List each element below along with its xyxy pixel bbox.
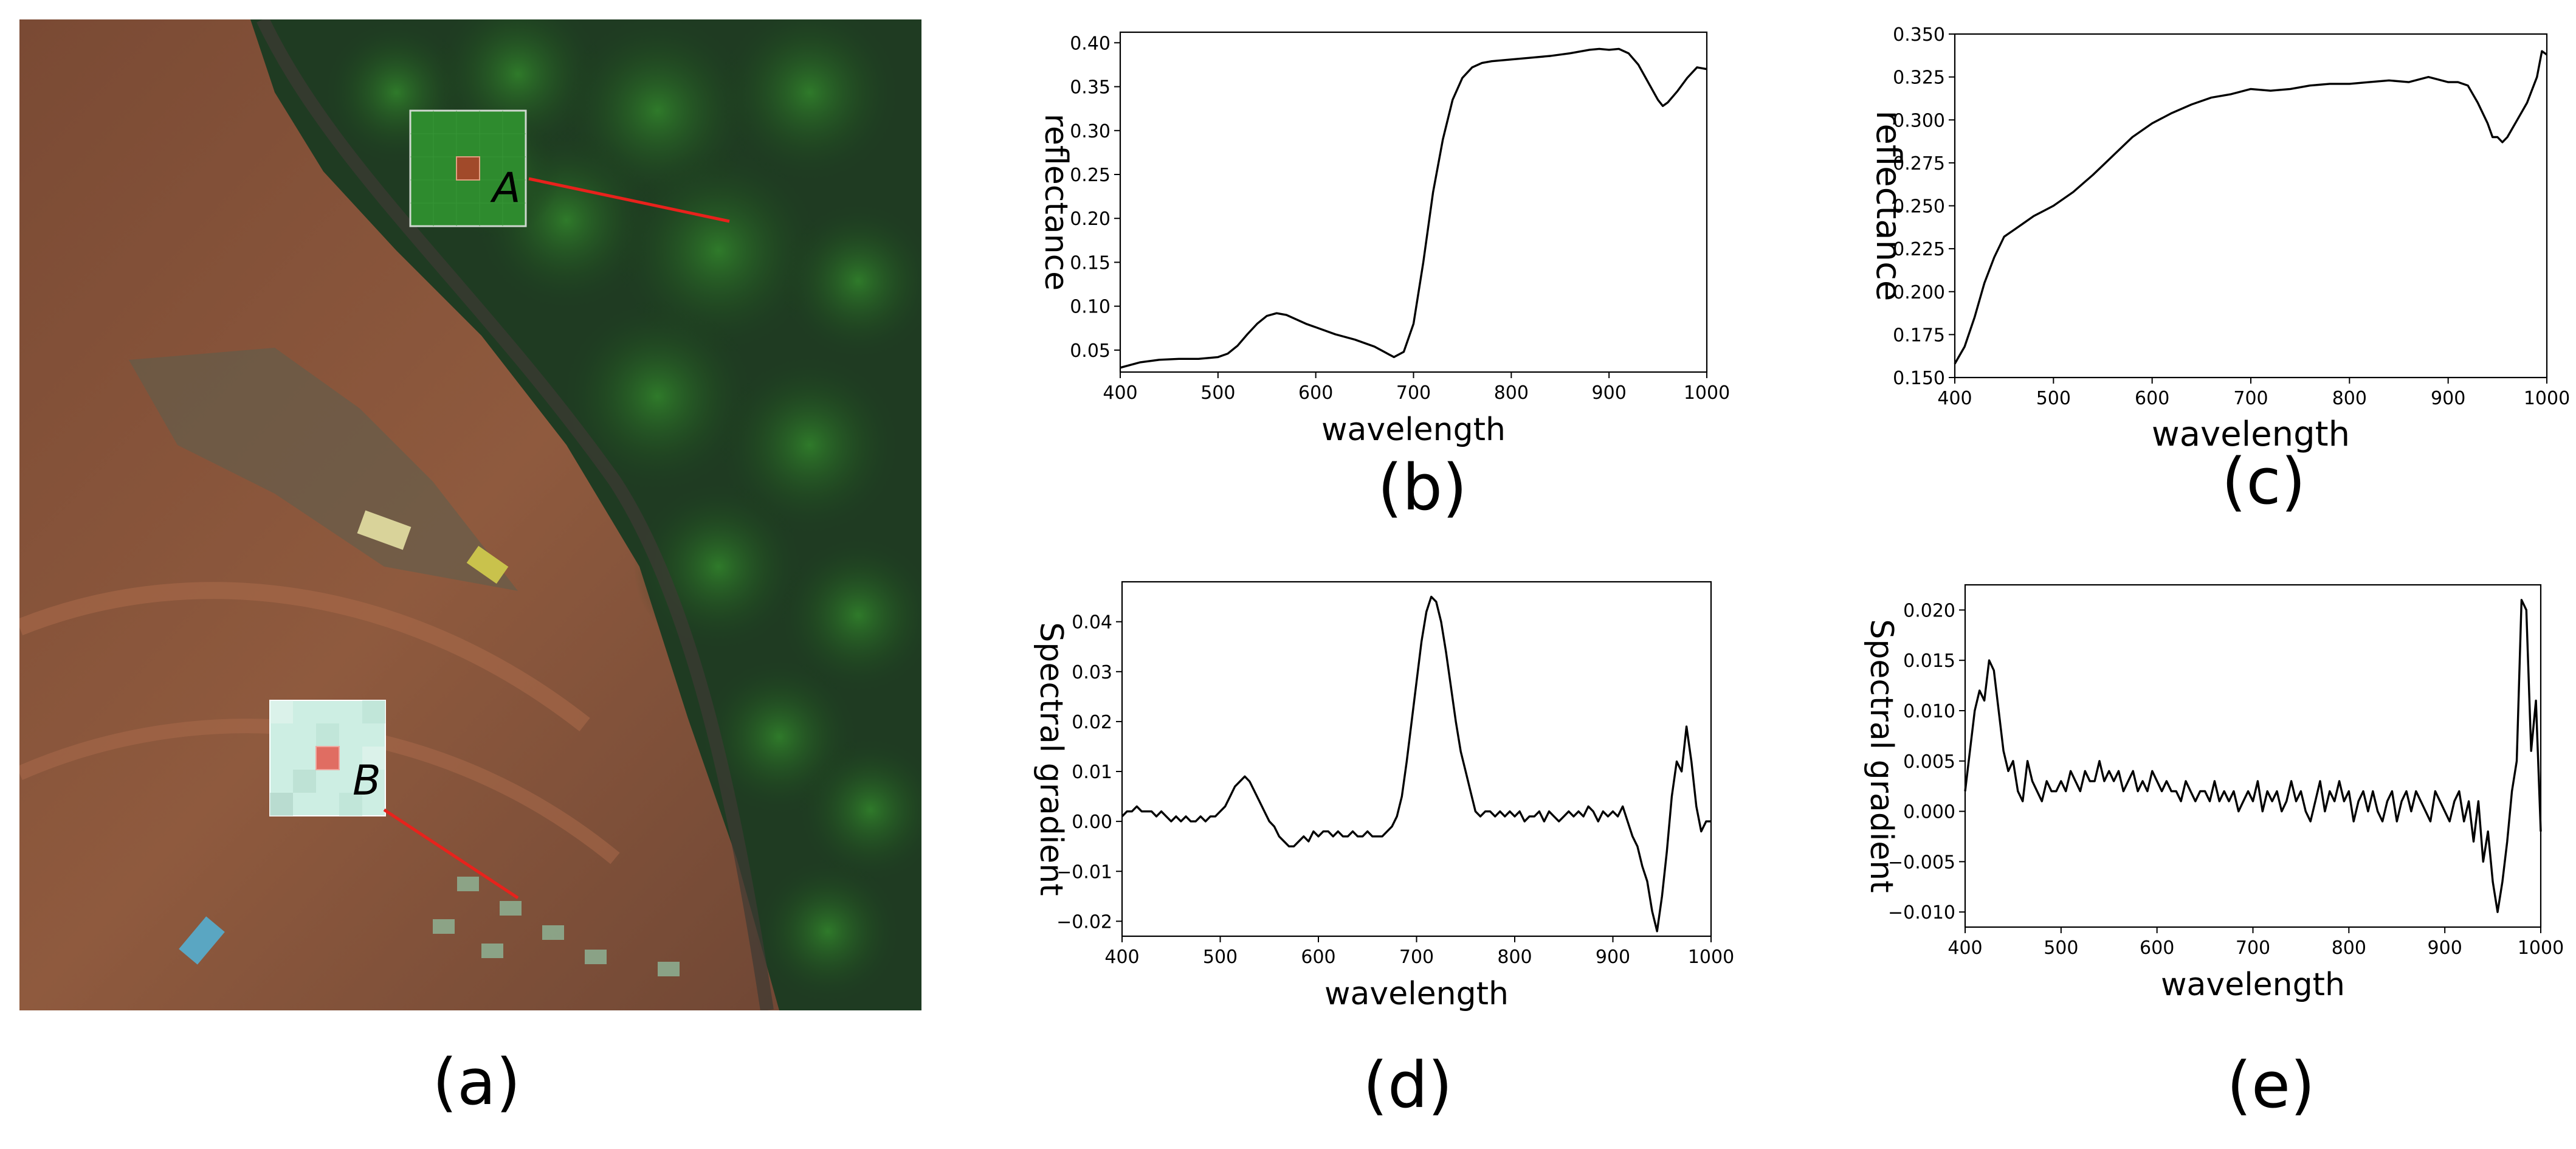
- chart-d-xtick-label: 500: [1203, 947, 1238, 968]
- chart-c-frame: [1954, 33, 2548, 379]
- chart-e-ytick-label: 0.005: [1903, 751, 1955, 773]
- chart-b-ytick-label: 0.10: [1070, 297, 1111, 318]
- chart-b-ytick-label: 0.15: [1070, 252, 1111, 274]
- chart-e-ylabel: Spectral gradient: [1863, 619, 1899, 892]
- chart-e-series-line: [1964, 599, 2542, 913]
- caption-b: (b): [1377, 450, 1467, 525]
- chart-b-xtick-label: 700: [1396, 382, 1431, 404]
- chart-e-group: 400 500 600 700 800 900 1000 −0.010 −0.005 0.000 0…: [1863, 584, 2564, 1003]
- chart-c-ytick-label: 0.300: [1893, 110, 1945, 131]
- chart-d-series-line: [1121, 595, 1711, 933]
- chart-d-ytick-label: 0.04: [1072, 612, 1112, 633]
- image-machinery-1: [357, 510, 412, 550]
- chart-c-ytick-label: 0.150: [1893, 368, 1945, 389]
- chart-e-ytick-label: 0.000: [1903, 802, 1955, 823]
- chart-b-xtick-label: 800: [1494, 382, 1529, 404]
- image-grey-area: [129, 348, 518, 591]
- chart-c-xtick-label: 400: [1937, 388, 1972, 409]
- chart-c-xtick-label: 900: [2431, 388, 2465, 409]
- chart-c-ytick-label: 0.350: [1893, 24, 1945, 46]
- chart-b-xlabel: wavelength: [1321, 412, 1506, 448]
- chart-c-ytick-label: 0.175: [1893, 325, 1945, 346]
- chart-d-ytick-label: 0.02: [1072, 712, 1112, 733]
- chart-e-xtick-label: 400: [1947, 937, 1982, 959]
- caption-e: (e): [2226, 1048, 2315, 1122]
- chart-e-ytick-label: 0.010: [1903, 701, 1955, 722]
- chart-d-frame: [1121, 581, 1712, 937]
- chart-d-xtick-label: 800: [1497, 947, 1532, 968]
- image-road-edge: [257, 19, 774, 1010]
- patch-a-pointer: [528, 177, 730, 223]
- patch-b-pointer: [383, 808, 519, 900]
- chart-b-ytick-label: 0.05: [1070, 340, 1111, 362]
- chart-d-xtick-label: 700: [1399, 947, 1434, 968]
- chart-c-xtick-label: 600: [2135, 388, 2169, 409]
- chart-b-ytick-label: 0.30: [1070, 121, 1111, 142]
- chart-b-xtick-label: 900: [1592, 382, 1627, 404]
- image-machinery-2: [466, 545, 509, 584]
- patch-b: B: [269, 700, 519, 900]
- chart-c-ytick-label: 0.200: [1893, 282, 1945, 303]
- chart-d-ytick-label: −0.01: [1056, 861, 1112, 883]
- chart-e-xtick-label: 600: [2140, 937, 2174, 959]
- patch-b-label: B: [353, 757, 381, 805]
- chart-e-ytick-label: −0.005: [1888, 852, 1955, 873]
- image-dirt-track: [19, 582, 590, 732]
- chart-d-ytick-label: 0.03: [1072, 662, 1112, 683]
- chart-b-xtick-label: 500: [1200, 382, 1235, 404]
- chart-b-ytick-label: 0.35: [1070, 77, 1111, 98]
- chart-e-frame: [1964, 584, 2542, 928]
- chart-c-xtick-label: 800: [2332, 388, 2367, 409]
- chart-c-group: 400 500 600 700 800 900 1000 0.150 0.175 0.200 0.2…: [1868, 24, 2570, 454]
- image-vehicle: [179, 916, 225, 965]
- chart-b-group: 400 500 600 700 800 900 1000 0.05 0.10 0.15 0.20 0.…: [1038, 31, 1730, 448]
- chart-b-frame: [1119, 31, 1708, 373]
- chart-e-xtick-label: 800: [2332, 937, 2366, 959]
- chart-b-ytick-label: 0.25: [1070, 165, 1111, 186]
- chart-c-ylabel: reflectance: [1868, 111, 1908, 302]
- chart-c-ytick-label: 0.250: [1893, 196, 1945, 218]
- patch-a-label: A: [490, 164, 521, 212]
- chart-e-xtick-label: 1000: [2518, 937, 2564, 959]
- chart-d-xlabel: wavelength: [1324, 976, 1509, 1012]
- chart-b-xtick-label: 400: [1103, 382, 1137, 404]
- chart-e-ytick-label: −0.010: [1888, 902, 1955, 923]
- patch-a: A: [409, 109, 730, 227]
- chart-c-ytick-label: 0.225: [1893, 239, 1945, 260]
- caption-a: (a): [432, 1045, 521, 1119]
- chart-b-xtick-label: 600: [1298, 382, 1333, 404]
- aerial-image: A B: [19, 19, 921, 1010]
- chart-c-xtick-label: 500: [2036, 388, 2071, 409]
- chart-d-xtick-label: 900: [1596, 947, 1630, 968]
- chart-d-ytick-label: 0.01: [1072, 762, 1112, 783]
- chart-c-xtick-label: 1000: [2524, 388, 2570, 409]
- chart-b-ytick-label: 0.20: [1070, 209, 1111, 230]
- chart-c-ytick-label: 0.325: [1893, 67, 1945, 89]
- chart-c-xtick-label: 700: [2233, 388, 2268, 409]
- chart-d-xtick-label: 400: [1104, 947, 1139, 968]
- chart-b-xtick-label: 1000: [1684, 382, 1730, 404]
- chart-e-xlabel: wavelength: [2161, 967, 2345, 1003]
- chart-d-xtick-label: 1000: [1688, 947, 1734, 968]
- chart-b-ylabel: reflectance: [1038, 114, 1074, 291]
- chart-d-group: 400 500 600 700 800 900 1000 −0.02 −0.01 0.00 0.01…: [1033, 581, 1734, 1012]
- chart-e-ytick-label: 0.020: [1903, 600, 1955, 621]
- chart-e-ytick-label: 0.015: [1903, 650, 1955, 672]
- patch-b-center-pixel: [315, 746, 340, 770]
- chart-d-ytick-label: 0.00: [1072, 812, 1112, 833]
- chart-e-xtick-label: 900: [2428, 937, 2462, 959]
- chart-d-xtick-label: 600: [1301, 947, 1335, 968]
- chart-c-series-line: [1954, 50, 2547, 365]
- patch-a-center-pixel: [456, 156, 480, 181]
- chart-b-ytick-label: 0.40: [1070, 33, 1111, 54]
- image-pits: [433, 877, 680, 976]
- caption-d: (d): [1363, 1048, 1453, 1122]
- chart-e-xtick-label: 500: [2044, 937, 2078, 959]
- chart-c-ytick-label: 0.275: [1893, 153, 1945, 174]
- chart-d-ylabel: Spectral gradient: [1033, 622, 1069, 895]
- chart-d-ytick-label: −0.02: [1056, 911, 1112, 933]
- caption-c: (c): [2221, 444, 2306, 519]
- chart-b-series-line: [1120, 47, 1707, 369]
- chart-e-xtick-label: 700: [2236, 937, 2270, 959]
